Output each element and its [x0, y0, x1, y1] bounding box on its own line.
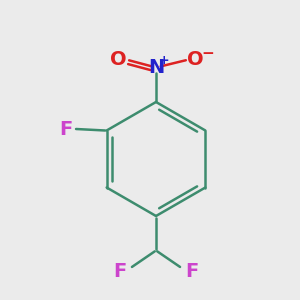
Text: +: +	[159, 54, 170, 68]
Text: −: −	[202, 46, 214, 61]
Text: F: F	[59, 119, 73, 139]
Text: F: F	[114, 262, 127, 281]
Text: N: N	[148, 58, 164, 77]
Text: O: O	[110, 50, 126, 69]
Text: O: O	[187, 50, 203, 69]
Text: F: F	[185, 262, 198, 281]
